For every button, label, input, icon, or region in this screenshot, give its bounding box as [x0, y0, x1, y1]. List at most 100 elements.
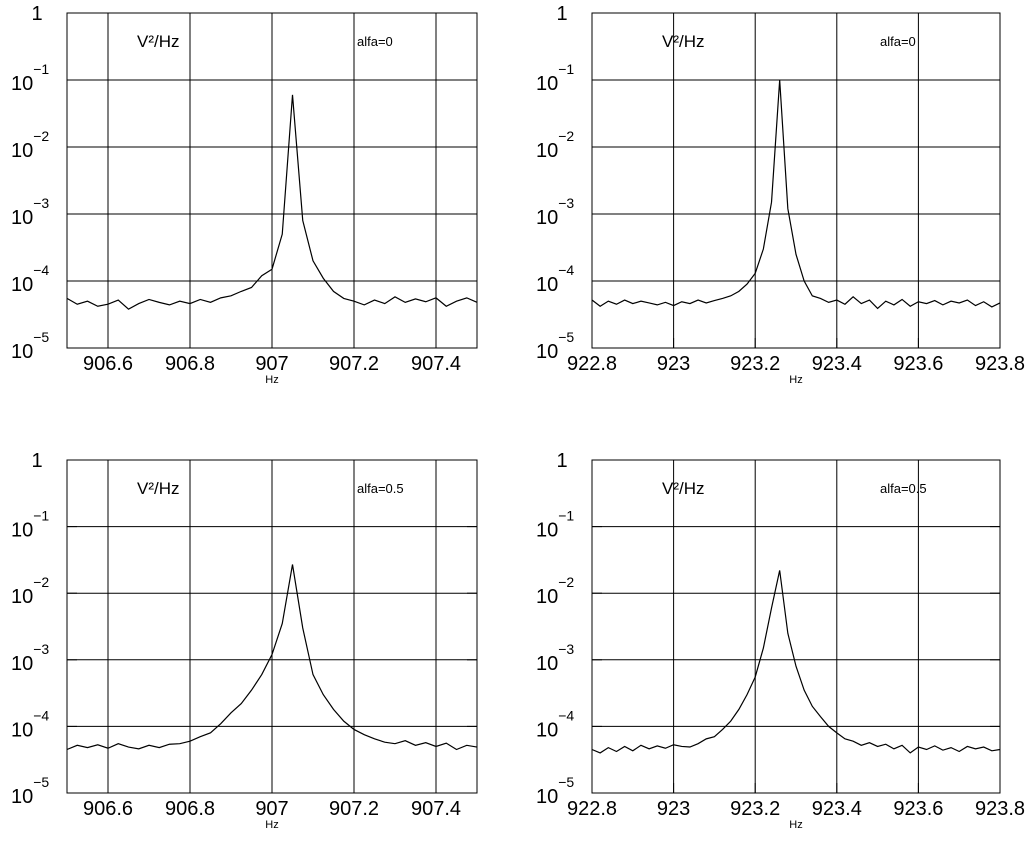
x-tick-label: 922.8	[567, 353, 617, 375]
x-tick-label: 906.6	[83, 798, 133, 820]
x-tick-label: 923.2	[730, 353, 780, 375]
y-tick-base: 10	[536, 140, 558, 162]
x-tick-label: 923.2	[730, 798, 780, 820]
y-tick-exponent: −1	[558, 508, 574, 524]
x-tick-label: 923.8	[975, 353, 1025, 375]
x-tick-label: 907.2	[329, 353, 379, 375]
y-tick-base: 10	[536, 274, 558, 296]
annotation: alfa=0	[357, 34, 393, 49]
x-tick-label: 907.4	[411, 353, 461, 375]
y-tick-label: 10−1	[11, 61, 49, 95]
y-tick-base: 10	[536, 207, 558, 229]
y-tick-label: 1	[556, 3, 567, 25]
y-tick-base: 10	[536, 520, 558, 542]
y-tick-exponent: −2	[558, 128, 574, 144]
spectrum-line	[591, 570, 1001, 754]
x-tick-label: 907	[255, 353, 288, 375]
x-axis-label: Hz	[789, 819, 802, 831]
x-tick-label: 907	[255, 798, 288, 820]
y-tick-base: 10	[536, 786, 558, 808]
y-tick-label: 10−5	[536, 774, 574, 808]
y-tick-exponent: −1	[33, 61, 49, 77]
annotation: alfa=0	[880, 34, 916, 49]
y-tick-label: 10−5	[536, 329, 574, 363]
y-tick-base: 10	[11, 341, 33, 363]
x-axis-label: Hz	[265, 374, 278, 386]
y-tick-label: 10−4	[11, 707, 49, 741]
y-axis-label: V²/Hz	[662, 479, 705, 498]
y-tick-label: 10−4	[536, 707, 574, 741]
y-tick-exponent: −3	[33, 641, 49, 657]
x-tick-label: 907.2	[329, 798, 379, 820]
annotation: alfa=0.5	[880, 481, 927, 496]
y-tick-exponent: −3	[558, 641, 574, 657]
plot-frame	[591, 459, 1001, 794]
y-tick-exponent: −5	[33, 774, 49, 790]
y-tick-exponent: −2	[33, 128, 49, 144]
x-tick-label: 923	[657, 798, 690, 820]
y-tick-exponent: −5	[558, 329, 574, 345]
x-tick-label: 923.6	[893, 798, 943, 820]
spectrum-line	[591, 79, 1001, 310]
y-tick-label: 10−3	[536, 641, 574, 675]
y-tick-label: 1	[31, 450, 42, 472]
y-tick-exponent: −2	[33, 574, 49, 590]
y-tick-base: 10	[536, 653, 558, 675]
y-tick-base: 10	[536, 341, 558, 363]
spectrum-line	[66, 564, 478, 751]
y-tick-base: 10	[11, 207, 33, 229]
x-axis-label: Hz	[265, 819, 278, 831]
annotation: alfa=0.5	[357, 481, 404, 496]
y-tick-label: 1	[556, 450, 567, 472]
y-tick-base: 10	[536, 719, 558, 741]
y-tick-exponent: −5	[33, 329, 49, 345]
y-tick-base: 10	[11, 274, 33, 296]
y-tick-label: 10−2	[11, 574, 49, 608]
y-tick-exponent: −4	[558, 707, 574, 723]
y-tick-label: 10−4	[536, 262, 574, 296]
y-tick-label: 10−2	[536, 128, 574, 162]
x-tick-label: 906.8	[165, 798, 215, 820]
y-tick-base: 10	[11, 140, 33, 162]
y-tick-label: 10−3	[11, 195, 49, 229]
y-tick-label: 10−5	[11, 329, 49, 363]
x-tick-label: 923.8	[975, 798, 1025, 820]
y-tick-label: 10−2	[11, 128, 49, 162]
y-tick-exponent: −3	[558, 195, 574, 211]
x-tick-label: 907.4	[411, 798, 461, 820]
y-tick-label: 10−2	[536, 574, 574, 608]
y-tick-exponent: −4	[558, 262, 574, 278]
x-tick-label: 923	[657, 353, 690, 375]
y-tick-label: 10−1	[536, 61, 574, 95]
spectrum-line	[66, 94, 478, 310]
y-tick-label: 10−5	[11, 774, 49, 808]
y-tick-base: 10	[11, 520, 33, 542]
y-axis-label: V²/Hz	[662, 32, 705, 51]
y-tick-base: 10	[536, 73, 558, 95]
y-tick-exponent: −3	[33, 195, 49, 211]
y-tick-exponent: −1	[558, 61, 574, 77]
y-tick-base: 10	[11, 586, 33, 608]
y-tick-exponent: −4	[33, 262, 49, 278]
x-tick-label: 923.4	[812, 798, 862, 820]
y-tick-label: 10−3	[536, 195, 574, 229]
y-tick-label: 10−1	[536, 508, 574, 542]
y-tick-base: 10	[11, 653, 33, 675]
y-tick-base: 10	[11, 786, 33, 808]
x-tick-label: 906.8	[165, 353, 215, 375]
y-axis-label: V²/Hz	[137, 32, 180, 51]
x-axis-label: Hz	[789, 374, 802, 386]
x-tick-label: 923.4	[812, 353, 862, 375]
y-axis-label: V²/Hz	[137, 479, 180, 498]
y-tick-exponent: −1	[33, 508, 49, 524]
y-tick-exponent: −4	[33, 707, 49, 723]
x-tick-label: 906.6	[83, 353, 133, 375]
y-tick-label: 10−3	[11, 641, 49, 675]
plot-frame	[591, 12, 1001, 349]
y-tick-base: 10	[11, 73, 33, 95]
y-tick-base: 10	[11, 719, 33, 741]
